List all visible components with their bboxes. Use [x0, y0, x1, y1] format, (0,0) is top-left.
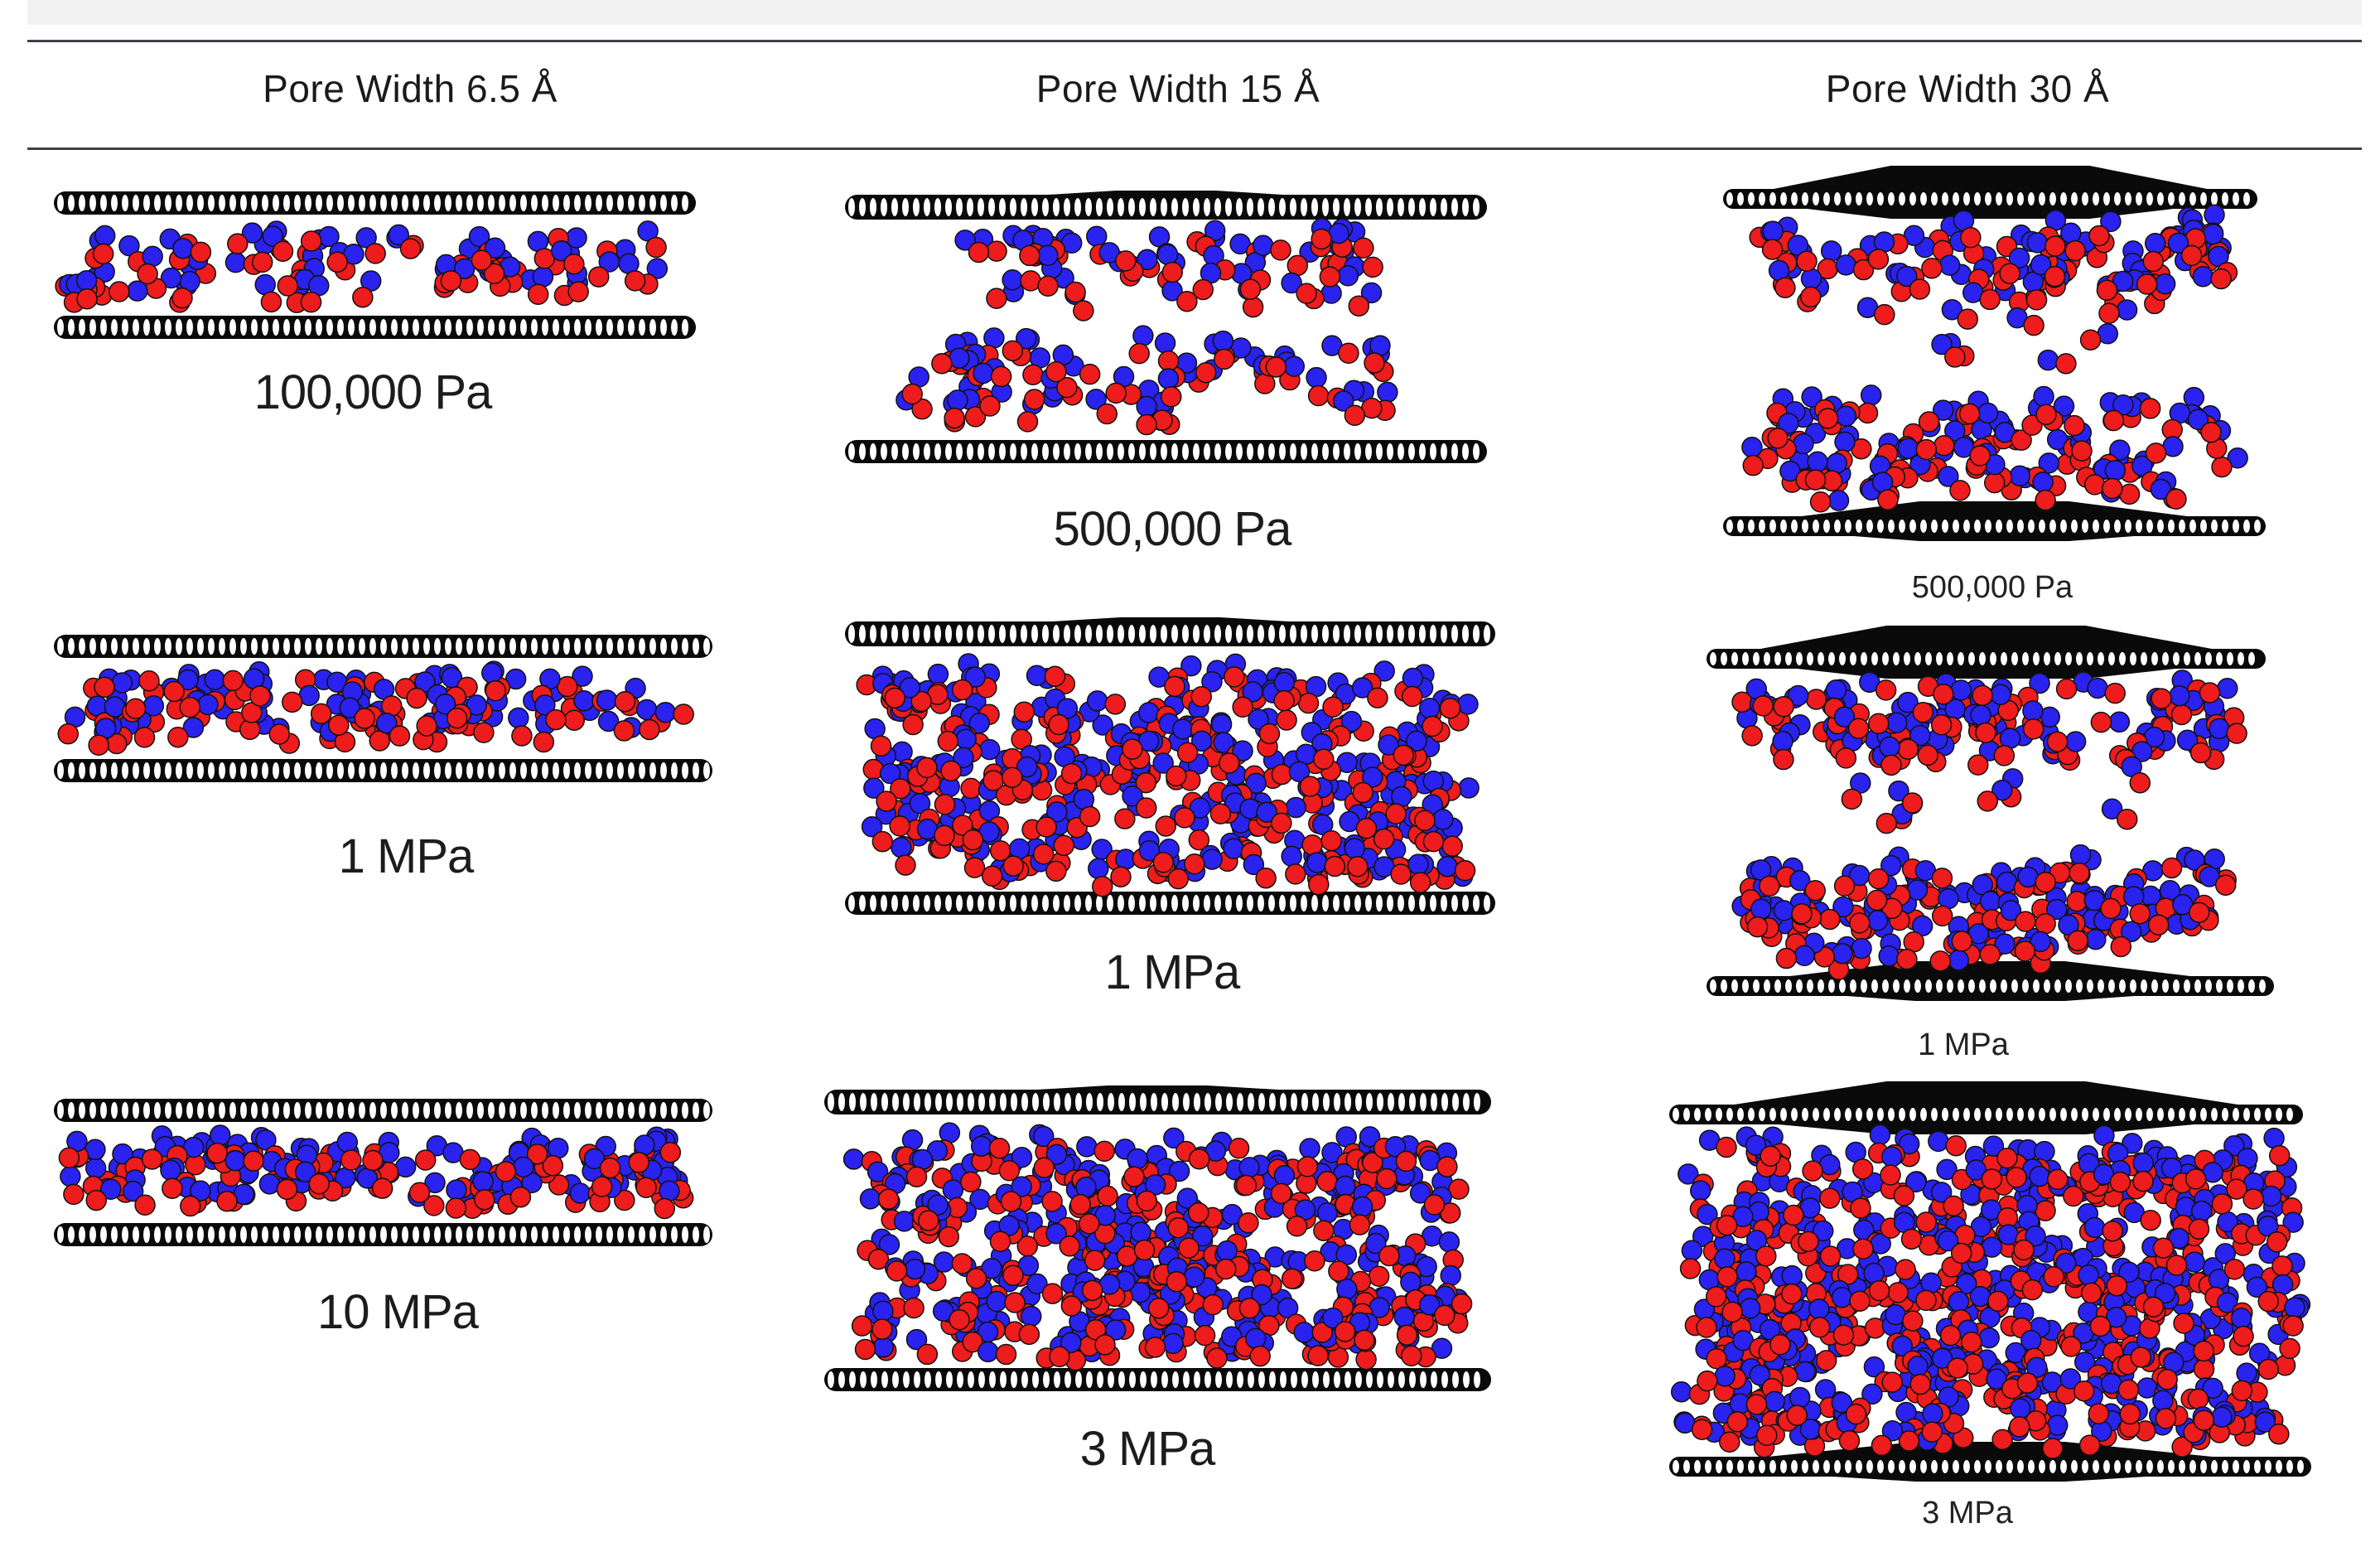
carbon-wall-bottom: [1723, 501, 2266, 541]
header-band: [27, 0, 2362, 25]
carbon-wall-bottom: [845, 440, 1487, 463]
pressure-label: 1 MPa: [1104, 945, 1241, 999]
panel-30-1mpa: [1686, 621, 2291, 1011]
panel-6-5-1mpa: [50, 621, 721, 795]
fluid-molecules: [896, 325, 1398, 436]
carbon-wall-bottom: [1669, 1442, 2311, 1482]
fluid-molecules: [1856, 297, 2138, 375]
panel-30-3mpa: [1649, 1077, 2328, 1492]
carbon-wall-top: [54, 191, 696, 215]
fluid-molecules: [1731, 670, 2247, 776]
panel-15-1mpa: [841, 597, 1504, 928]
fluid-molecules: [1731, 844, 2237, 980]
carbon-wall-top: [1723, 166, 2257, 219]
fluid-molecules: [1841, 756, 2151, 834]
pressure-label: 500,000 Pa: [1053, 502, 1292, 556]
panel-30-500000pa: [1702, 162, 2282, 551]
fluid-molecules: [58, 1124, 694, 1220]
panel-15-500000pa: [841, 170, 1495, 476]
pressure-label: 3 MPa: [1922, 1496, 2013, 1530]
panel-15-3mpa: [820, 1065, 1499, 1405]
carbon-wall-top: [824, 1085, 1491, 1114]
carbon-wall-bottom: [54, 1223, 712, 1246]
fluid-molecules: [842, 1122, 1473, 1371]
header-top-rule: [27, 40, 2362, 42]
fluid-molecules: [1741, 384, 2248, 513]
pressure-label: 3 MPa: [1079, 1422, 1216, 1476]
fluid-molecules: [57, 660, 694, 756]
panel-6-5-10mpa: [50, 1085, 721, 1259]
carbon-wall-top: [845, 191, 1487, 220]
column-header-15: Pore Width 15 Å: [1036, 67, 1320, 110]
carbon-wall-top: [1669, 1081, 2303, 1134]
pressure-label: 1 MPa: [338, 829, 475, 883]
pressure-label: 100,000 Pa: [253, 365, 493, 419]
fluid-molecules: [55, 220, 669, 313]
pressure-label: 10 MPa: [317, 1285, 479, 1339]
carbon-wall-bottom: [845, 892, 1495, 915]
pressure-label: 500,000 Pa: [1911, 570, 2073, 605]
fluid-molecules: [1670, 1124, 2311, 1459]
header-bottom-rule: [27, 147, 2362, 150]
carbon-wall-bottom: [54, 316, 696, 339]
column-header-30: Pore Width 30 Å: [1825, 67, 2110, 110]
fluid-molecules: [856, 653, 1480, 897]
panel-6-5-100000pa: [50, 178, 704, 352]
fluid-molecules: [954, 217, 1383, 322]
carbon-wall-bottom: [54, 759, 712, 782]
carbon-wall-top: [845, 617, 1495, 646]
column-header-6-5: Pore Width 6.5 Å: [263, 67, 558, 110]
fluid-molecules: [1749, 204, 2238, 315]
pressure-label: 1 MPa: [1918, 1027, 2009, 1062]
carbon-wall-bottom: [824, 1368, 1491, 1391]
carbon-wall-top: [54, 1099, 712, 1122]
carbon-wall-top: [1707, 626, 2266, 679]
carbon-wall-top: [54, 635, 712, 658]
